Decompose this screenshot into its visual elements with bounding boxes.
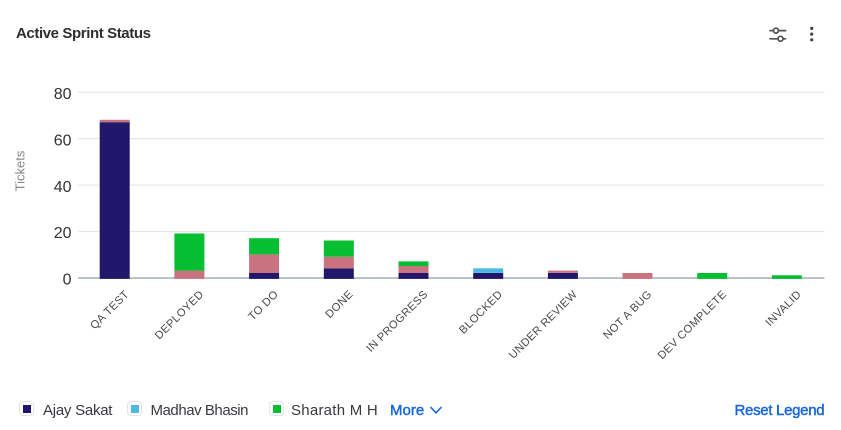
svg-text:DEPLOYED: DEPLOYED — [153, 289, 207, 343]
svg-text:0: 0 — [63, 272, 72, 289]
svg-text:INVALID: INVALID — [764, 289, 804, 329]
svg-text:80: 80 — [54, 86, 72, 103]
svg-text:TO DO: TO DO — [246, 289, 281, 324]
svg-text:DONE: DONE — [323, 289, 355, 321]
svg-text:IN PROGRESS: IN PROGRESS — [364, 289, 430, 355]
svg-text:Tickets: Tickets — [13, 150, 28, 191]
svg-text:DEV COMPLETE: DEV COMPLETE — [656, 289, 729, 362]
svg-text:UNDER REVIEW: UNDER REVIEW — [507, 288, 580, 361]
svg-text:QA TEST: QA TEST — [88, 289, 131, 332]
svg-text:60: 60 — [54, 132, 72, 149]
svg-text:NOT A BUG: NOT A BUG — [601, 289, 654, 342]
svg-text:20: 20 — [54, 225, 72, 242]
svg-text:40: 40 — [54, 179, 72, 196]
svg-text:BLOCKED: BLOCKED — [457, 289, 505, 337]
